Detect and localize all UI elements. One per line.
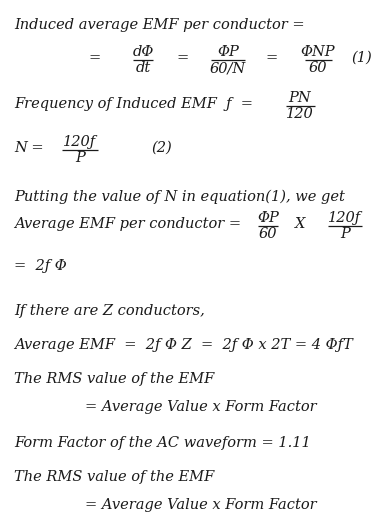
Text: If there are Z conductors,: If there are Z conductors, (14, 304, 205, 318)
Text: dΦ: dΦ (132, 44, 154, 59)
Text: (1): (1) (352, 51, 372, 65)
Text: 60: 60 (259, 228, 277, 242)
Text: =: = (89, 51, 101, 65)
Text: P: P (75, 152, 85, 165)
Text: =: = (266, 51, 278, 65)
Text: Form Factor of the AC waveform = 1.11: Form Factor of the AC waveform = 1.11 (14, 436, 311, 450)
Text: The RMS value of the EMF: The RMS value of the EMF (14, 372, 214, 386)
Text: 60: 60 (309, 61, 327, 75)
Text: X: X (295, 217, 305, 231)
Text: The RMS value of the EMF: The RMS value of the EMF (14, 470, 214, 484)
Text: Frequency of Induced EMF  ƒ  =: Frequency of Induced EMF ƒ = (14, 97, 253, 111)
Text: = Average Value x Form Factor: = Average Value x Form Factor (85, 400, 317, 414)
Text: =  2ƒ Φ: = 2ƒ Φ (14, 259, 67, 273)
Text: (2): (2) (152, 141, 172, 155)
Text: PN: PN (289, 90, 311, 105)
Text: Induced average EMF per conductor =: Induced average EMF per conductor = (14, 18, 305, 32)
Text: 120ƒ: 120ƒ (64, 134, 96, 149)
Text: 60/N: 60/N (210, 61, 246, 75)
Text: Average EMF  =  2ƒ Φ Z  =  2ƒ Φ x 2T = 4 ΦƒT: Average EMF = 2ƒ Φ Z = 2ƒ Φ x 2T = 4 ΦƒT (14, 338, 353, 352)
Text: N =: N = (14, 141, 43, 155)
Text: Putting the value of N in equation(1), we get: Putting the value of N in equation(1), w… (14, 190, 345, 204)
Text: P: P (340, 228, 350, 242)
Text: ΦNP: ΦNP (301, 44, 335, 59)
Text: Average EMF per conductor =: Average EMF per conductor = (14, 217, 241, 231)
Text: =: = (177, 51, 189, 65)
Text: ΦP: ΦP (257, 211, 279, 224)
Text: = Average Value x Form Factor: = Average Value x Form Factor (85, 498, 317, 512)
Text: dt: dt (135, 61, 150, 75)
Text: 120: 120 (286, 107, 314, 121)
Text: 120ƒ: 120ƒ (328, 211, 362, 224)
Text: ΦP: ΦP (217, 44, 239, 59)
